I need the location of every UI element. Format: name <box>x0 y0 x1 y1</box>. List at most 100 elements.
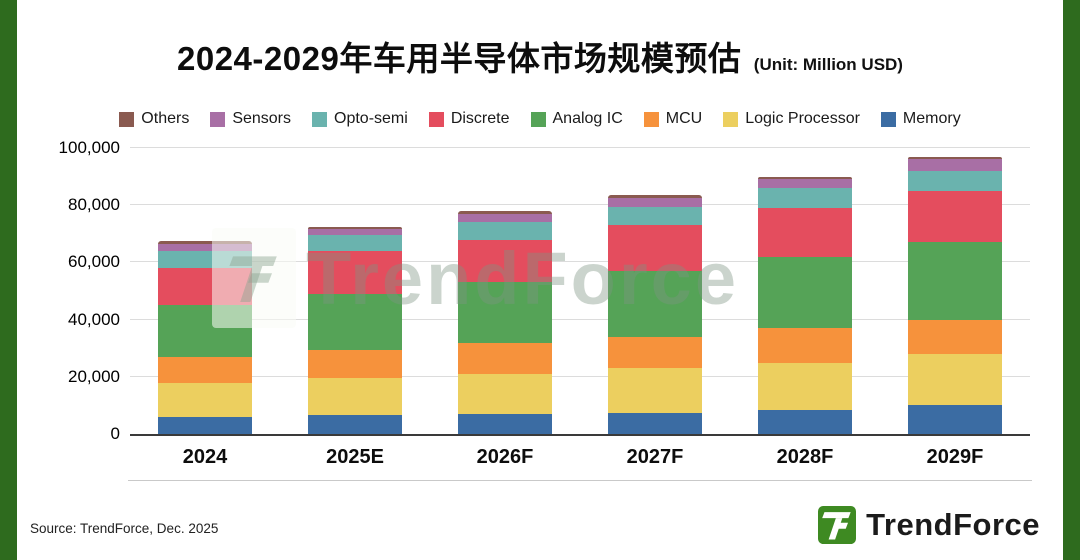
bar-segment-opto-semi <box>308 235 402 251</box>
x-axis-label-2024: 2024 <box>182 446 228 468</box>
legend-swatch <box>210 111 226 127</box>
gridline <box>130 147 1030 148</box>
bar-segment-sensors <box>458 213 552 223</box>
bar-group-2024 <box>130 148 280 434</box>
bar-segment-mcu <box>458 342 552 374</box>
bar-segment-discrete <box>758 208 852 257</box>
left-green-border <box>0 0 17 560</box>
y-tick-label: 20,000 <box>68 366 120 386</box>
y-tick-label: 0 <box>110 424 120 443</box>
legend-item-others: Others <box>119 110 189 128</box>
bar-segment-analog-ic <box>158 305 252 357</box>
bar-segment-others <box>908 156 1002 160</box>
bar-segment-opto-semi <box>458 222 552 240</box>
gridline <box>130 318 1030 320</box>
bar-segment-opto-semi <box>908 170 1002 191</box>
bar-group-2027f <box>580 148 730 434</box>
stacked-bar <box>308 148 402 434</box>
bar-segment-others <box>608 195 702 199</box>
gridline <box>130 261 1030 263</box>
bar-segment-others <box>158 241 252 244</box>
bar-segment-memory <box>158 416 252 434</box>
bar-segment-others <box>458 210 552 214</box>
stacked-bar <box>158 148 252 434</box>
bar-group-2025e <box>280 148 430 434</box>
bar-segment-memory <box>908 405 1002 434</box>
legend-item-logic-processor: Logic Processor <box>723 110 860 128</box>
legend-swatch <box>530 111 546 127</box>
legend-label: Opto-semi <box>334 110 408 127</box>
y-tick-label: 60,000 <box>68 252 120 272</box>
bar-segment-analog-ic <box>458 282 552 343</box>
bar-segment-analog-ic <box>308 293 402 350</box>
legend-label: Logic Processor <box>745 110 860 127</box>
bar-segment-memory <box>458 413 552 434</box>
bar-segment-sensors <box>908 159 1002 171</box>
legend-item-opto-semi: Opto-semi <box>312 110 408 128</box>
y-axis: 0 20,000 40,000 60,000 80,000 100,000 <box>28 139 120 443</box>
legend-item-analog-ic: Analog IC <box>530 110 623 128</box>
stacked-bar <box>458 148 552 434</box>
bar-segment-mcu <box>158 356 252 383</box>
legend-item-discrete: Discrete <box>428 110 510 128</box>
bar-segment-discrete <box>458 239 552 283</box>
legend-item-sensors: Sensors <box>210 110 291 128</box>
x-axis-label-2025e: 2025E <box>326 446 384 468</box>
bar-segment-sensors <box>608 198 702 207</box>
bar-segment-discrete <box>308 251 402 294</box>
legend-label: MCU <box>665 110 703 127</box>
chart-title: 2024-2029年车用半导体市场规模预估 <box>177 40 742 77</box>
x-axis-labels: 2024 2025E 2026F 2027F 2028F 2029F <box>130 446 1030 469</box>
legend: Others Sensors Opto-semi Discrete Analog IC M… <box>0 110 1080 128</box>
bar-segment-logic-processor <box>458 373 552 414</box>
legend-label: Discrete <box>450 110 510 127</box>
bar-segment-logic-processor <box>758 362 852 410</box>
legend-swatch <box>119 111 135 127</box>
y-tick-label: 100,000 <box>58 138 120 157</box>
bar-segment-discrete <box>608 225 702 272</box>
bar-segment-logic-processor <box>308 378 402 416</box>
right-green-border <box>1063 0 1080 560</box>
bar-segment-others <box>308 226 402 229</box>
x-axis-label-2027f: 2027F <box>626 446 684 468</box>
bar-segment-discrete <box>908 190 1002 243</box>
chart-bottom-border <box>128 480 1032 481</box>
trendforce-logo-text: TrendForce <box>866 507 1040 542</box>
bar-segment-sensors <box>158 243 252 251</box>
bar-group-2029f <box>880 148 1030 434</box>
bar-segment-analog-ic <box>758 256 852 329</box>
stacked-bar <box>608 148 702 434</box>
trendforce-logo-icon <box>818 506 857 544</box>
bar-segment-analog-ic <box>608 271 702 337</box>
bar-segment-mcu <box>908 319 1002 354</box>
x-axis-label-2026f: 2026F <box>476 446 534 468</box>
bar-segment-memory <box>758 409 852 434</box>
stacked-bar <box>758 148 852 434</box>
trendforce-logo: TrendForce <box>818 506 1040 544</box>
y-tick-label: 40,000 <box>68 309 120 329</box>
bar-segment-sensors <box>758 178 852 189</box>
legend-swatch <box>428 111 444 127</box>
bar-segment-memory <box>308 415 402 434</box>
legend-swatch <box>312 111 328 127</box>
chart-title-row: 2024-2029年车用半导体市场规模预估 (Unit: Million USD… <box>40 32 1040 80</box>
bar-segment-mcu <box>608 336 702 369</box>
bar-segment-opto-semi <box>758 188 852 209</box>
bar-segment-sensors <box>308 229 402 236</box>
bar-segment-mcu <box>758 328 852 363</box>
legend-swatch <box>643 111 659 127</box>
legend-item-mcu: MCU <box>643 110 703 128</box>
legend-label: Others <box>141 110 190 127</box>
legend-label: Analog IC <box>552 110 623 127</box>
bar-segment-memory <box>608 412 702 434</box>
chart-unit-label: (Unit: Million USD) <box>753 55 903 74</box>
bar-segment-logic-processor <box>158 382 252 417</box>
x-axis-label-2029f: 2029F <box>926 446 984 468</box>
x-axis-label-2028f: 2028F <box>776 446 834 468</box>
stacked-bar <box>908 148 1002 434</box>
bar-group-2026f <box>430 148 580 434</box>
legend-item-memory: Memory <box>880 110 961 128</box>
gridline <box>130 375 1030 377</box>
bar-segment-logic-processor <box>608 368 702 413</box>
bar-group-2028f <box>730 148 880 434</box>
